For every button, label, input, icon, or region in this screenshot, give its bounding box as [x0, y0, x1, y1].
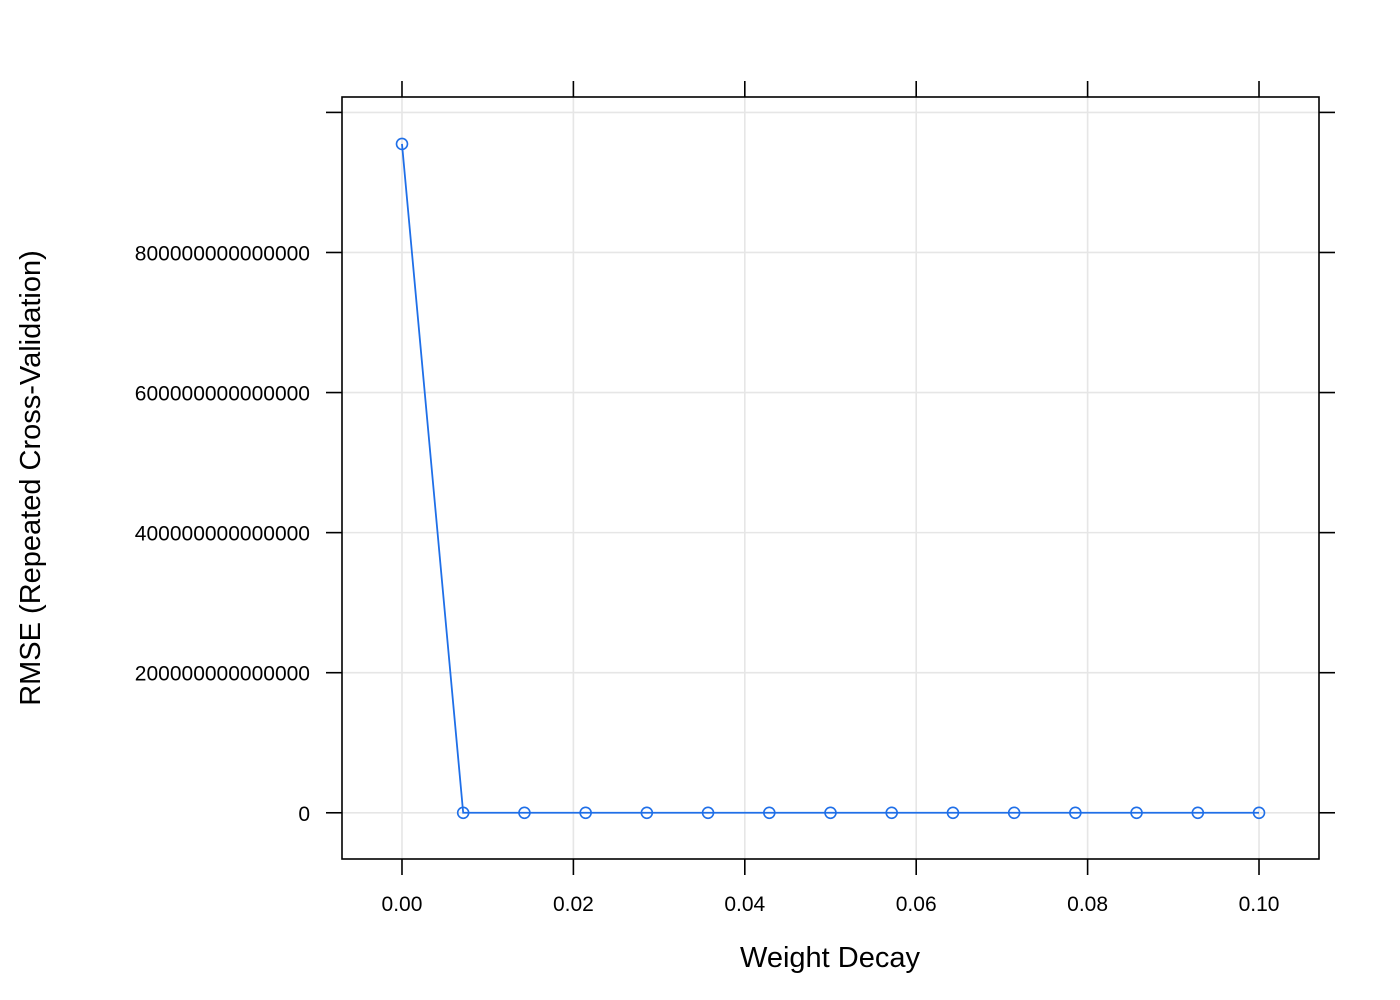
- grid-layer: [342, 97, 1319, 859]
- y-tick-label: 200000000000000: [135, 663, 310, 686]
- data-point: [579, 806, 592, 820]
- data-point: [1007, 806, 1021, 820]
- series-layer: [395, 137, 1266, 820]
- y-tick-label: 600000000000000: [135, 383, 310, 406]
- data-point: [946, 806, 960, 820]
- x-tick-label: 0.00: [382, 893, 423, 916]
- x-tick-label: 0.10: [1239, 893, 1280, 916]
- data-point: [1252, 806, 1266, 820]
- data-point: [518, 806, 531, 820]
- series-line: [401, 143, 1260, 814]
- y-axis-title: RMSE (Repeated Cross-Validation): [15, 250, 47, 706]
- x-tick-label: 0.06: [896, 893, 937, 916]
- y-tick-label: 800000000000000: [135, 242, 310, 265]
- data-point: [395, 137, 409, 151]
- data-point: [885, 806, 898, 820]
- x-tick-label: 0.02: [553, 893, 594, 916]
- tick-layer: 0.00 0.02 0.04 0.06 0.08 0.10 0 200000000000000…: [135, 81, 1335, 916]
- x-axis-title: Weight Decay: [740, 942, 920, 974]
- data-point: [1069, 806, 1082, 820]
- data-point: [1130, 806, 1143, 820]
- y-tick-label: 400000000000000: [135, 523, 310, 546]
- data-point: [1191, 806, 1205, 820]
- data-point: [640, 806, 654, 820]
- x-tick-label: 0.04: [724, 893, 765, 916]
- x-tick-label: 0.08: [1067, 893, 1108, 916]
- plot-frame: [341, 96, 1320, 860]
- data-point: [456, 806, 470, 820]
- data-point: [763, 806, 776, 820]
- data-point: [701, 806, 715, 820]
- y-tick-label: 0: [298, 803, 310, 826]
- data-point: [824, 806, 837, 820]
